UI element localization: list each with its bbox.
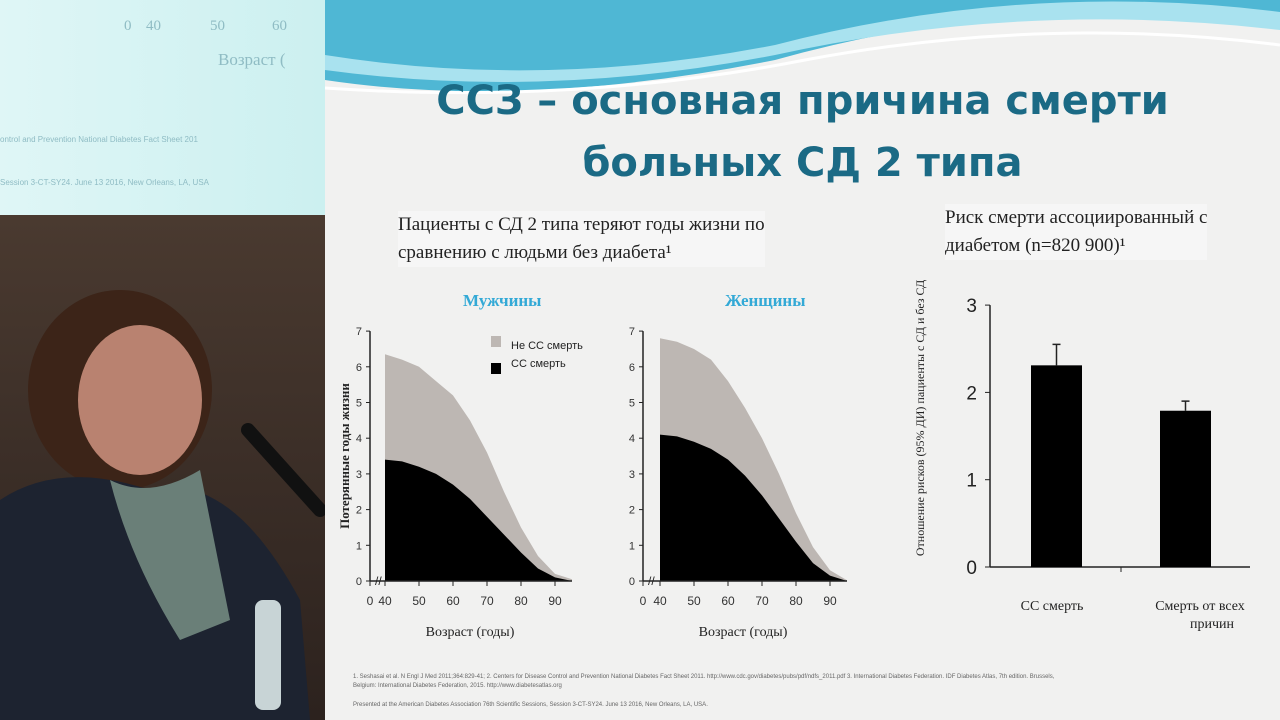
x-axis-label: Возраст (годы) xyxy=(426,625,515,640)
y-tick-label: 5 xyxy=(629,398,635,410)
y-tick-label: 7 xyxy=(629,326,635,338)
x-tick-label: 60 xyxy=(446,594,460,608)
x-tick-label: 50 xyxy=(412,594,426,608)
x-tick-label: 70 xyxy=(755,594,769,608)
screen-axis-label: Возраст ( xyxy=(218,50,286,69)
x-tick-label: 0 xyxy=(640,594,647,608)
x-axis-label: Возраст (годы) xyxy=(699,625,788,640)
x-category-label: причин xyxy=(1190,617,1235,632)
y-tick-label: 5 xyxy=(356,398,362,410)
x-tick-label: 40 xyxy=(653,594,667,608)
footnote-3: Presented at the American Diabetes Assoc… xyxy=(353,702,708,708)
screen-footnote: Session 3-CT-SY24. June 13 2016, New Orl… xyxy=(0,178,209,187)
footnote-2: Belgium: International Diabetes Federati… xyxy=(353,683,562,689)
legend-swatch-cv xyxy=(491,363,501,374)
y-tick-label: 3 xyxy=(629,469,635,481)
y-tick-label: 4 xyxy=(629,433,635,445)
bar xyxy=(1031,365,1082,567)
slide-title-line1: ССЗ – основная причина смерти xyxy=(436,78,1169,124)
y-tick-label: 3 xyxy=(966,296,977,317)
y-tick-label: 0 xyxy=(966,558,977,579)
left-subtitle-line1: Пациенты с СД 2 типа теряют годы жизни п… xyxy=(398,214,765,235)
legend-swatch-non-cv xyxy=(491,336,501,347)
screen-tick: 0 xyxy=(124,18,132,34)
x-category-label: СС смерть xyxy=(1021,599,1084,614)
screen-tick: 40 xyxy=(146,18,161,34)
y-axis-label: Потерянные годы жизни xyxy=(337,383,352,529)
cv-death-area xyxy=(385,459,572,581)
y-tick-label: 1 xyxy=(966,471,977,492)
right-subtitle-line2: диабетом (n=820 900)¹ xyxy=(945,235,1126,256)
legend-label-cv: СС смерть xyxy=(511,358,566,370)
x-tick-label: 0 xyxy=(367,594,374,608)
footnote-1: 1. Seshasai et al. N Engl J Med 2011;364… xyxy=(353,674,1055,680)
projector-screen: 0 40 50 60 Возраст ( ontrol and Preventi… xyxy=(0,0,325,215)
y-tick-label: 4 xyxy=(356,433,362,445)
men-panel-title: Мужчины xyxy=(463,291,542,310)
y-tick-label: 3 xyxy=(356,469,362,481)
x-tick-label: 70 xyxy=(480,594,494,608)
slide-title-line2: больных СД 2 типа xyxy=(582,140,1023,186)
wave-decoration xyxy=(325,0,1280,95)
left-subtitle-line2: сравнению с людьми без диабета¹ xyxy=(398,242,672,263)
screen-footnote: ontrol and Prevention National Diabetes … xyxy=(0,135,198,144)
screen-tick: 60 xyxy=(272,18,287,34)
presentation-slide: ССЗ – основная причина смерти больных СД… xyxy=(325,0,1280,720)
x-tick-label: 90 xyxy=(548,594,562,608)
y-axis-label: Отношение рисков (95% ДИ) пациенты с СД … xyxy=(913,280,927,556)
y-tick-label: 1 xyxy=(356,540,362,552)
cv-death-area xyxy=(660,434,847,581)
y-tick-label: 6 xyxy=(629,362,635,374)
y-tick-label: 0 xyxy=(629,576,635,588)
screen-tick: 50 xyxy=(210,18,225,34)
x-tick-label: 40 xyxy=(378,594,392,608)
axis-break-icon: // xyxy=(375,574,382,588)
right-subtitle-line1: Риск смерти ассоциированный с xyxy=(945,207,1208,228)
x-tick-label: 50 xyxy=(687,594,701,608)
x-tick-label: 60 xyxy=(721,594,735,608)
conference-room-photo: 0 40 50 60 Возраст ( ontrol and Preventi… xyxy=(0,0,325,720)
x-category-label: Смерть от всех xyxy=(1155,599,1245,614)
bar xyxy=(1160,410,1211,567)
x-tick-label: 80 xyxy=(514,594,528,608)
y-tick-label: 7 xyxy=(356,326,362,338)
y-tick-label: 0 xyxy=(356,576,362,588)
women-panel-title: Женщины xyxy=(725,291,806,310)
speaker-figure xyxy=(0,290,325,720)
x-tick-label: 80 xyxy=(789,594,803,608)
y-tick-label: 6 xyxy=(356,362,362,374)
left-subtitle: Пациенты с СД 2 типа теряют годы жизни п… xyxy=(398,211,765,267)
right-subtitle: Риск смерти ассоциированный с диабетом (… xyxy=(945,204,1208,260)
y-tick-label: 1 xyxy=(629,540,635,552)
y-tick-label: 2 xyxy=(629,505,635,517)
legend-label-non-cv: Не СС смерть xyxy=(511,340,583,352)
y-tick-label: 2 xyxy=(966,383,977,404)
axis-break-icon: // xyxy=(648,574,655,588)
y-tick-label: 2 xyxy=(356,505,362,517)
x-tick-label: 90 xyxy=(823,594,837,608)
